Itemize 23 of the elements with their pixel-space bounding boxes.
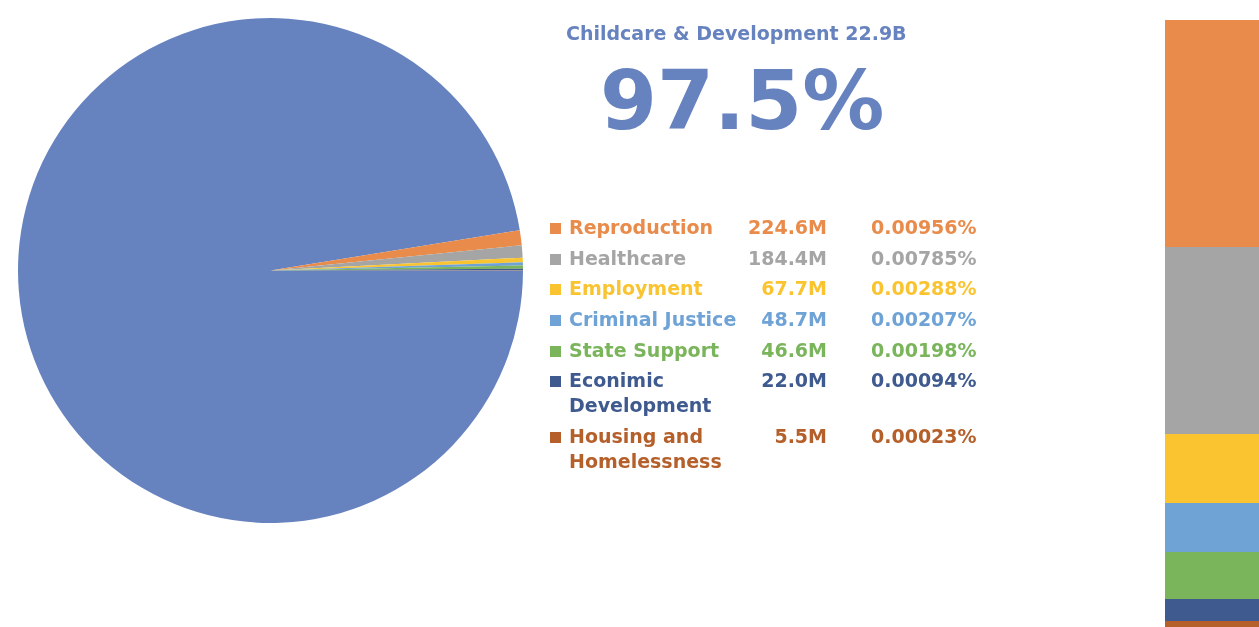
legend-label: Healthcare [568, 245, 688, 271]
text: 0.00785% [870, 245, 978, 271]
data-label: 224.6M [747, 215, 828, 240]
data-label: 22.0M [760, 368, 828, 394]
data-label: 48.7M [760, 307, 828, 333]
legend-label: Reproduction [568, 215, 715, 240]
text: 0.00288% [870, 276, 978, 302]
legend-label: State Support [568, 337, 721, 363]
text: 0.00094% [870, 368, 978, 394]
text: 97.5% [600, 53, 885, 148]
text: 0.00198% [870, 337, 978, 363]
slice-label: Childcare & Development 22.9B [566, 22, 907, 44]
data-label: 67.7M [760, 276, 828, 302]
data-label: 184.4M [747, 245, 828, 271]
data-label: 5.5M [773, 423, 828, 449]
data-label: 46.6M [760, 337, 828, 363]
text: 0.00207% [870, 307, 978, 333]
legend-label: Criminal Justice [568, 307, 738, 333]
text: 0.00956% [870, 215, 978, 240]
legend-label: Employment [568, 276, 704, 302]
legend-label: Econimic Development [568, 368, 713, 419]
legend-label: Housing and Homelessness [568, 423, 723, 474]
text: 0.00023% [870, 423, 978, 449]
